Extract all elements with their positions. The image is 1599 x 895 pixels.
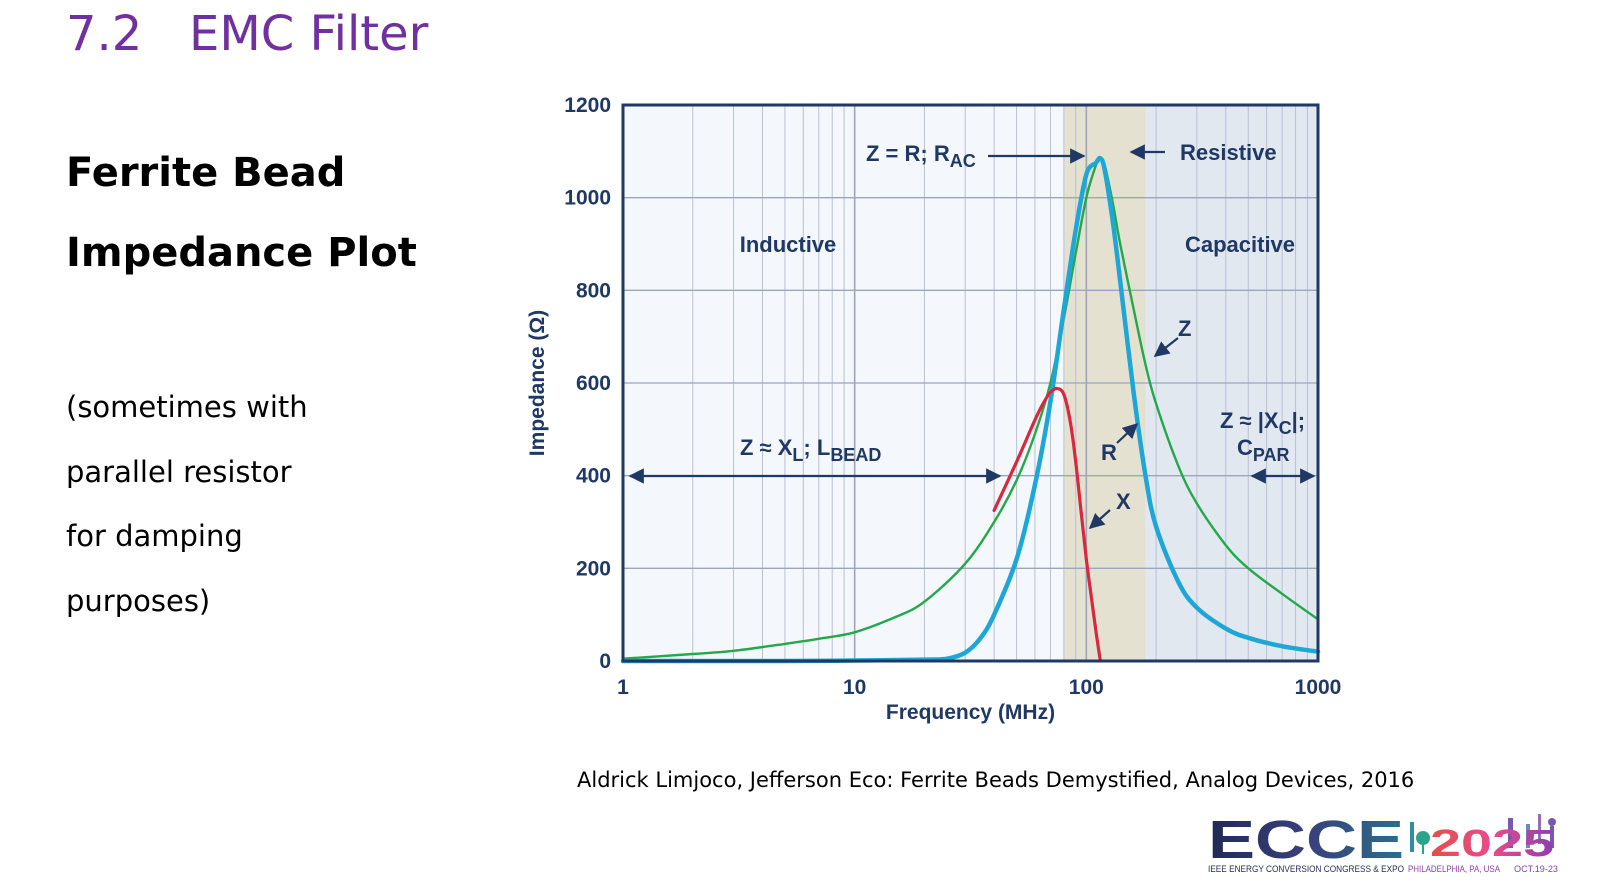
curve-label-x: X	[1116, 489, 1131, 514]
annotation-inductive: Inductive	[740, 232, 837, 257]
x-tick-label: 1	[617, 676, 629, 699]
arrow-curve-r	[1116, 422, 1139, 444]
section-title: EMC Filter	[189, 6, 429, 62]
note-line-2: parallel resistor	[66, 455, 292, 489]
logo-dates: OCT.19-23	[1514, 864, 1558, 874]
x-tick-label: 100	[1069, 676, 1104, 699]
x-tick-label: 1000	[1295, 676, 1342, 699]
x-tick-label: 10	[843, 676, 866, 699]
annotation-z-eq-r: Z = R; RAC	[866, 141, 976, 171]
y-tick-label: 200	[576, 557, 611, 580]
heading-line-2: Impedance Plot	[66, 230, 417, 276]
logo-location: PHILADELPHIA, PA, USA	[1408, 864, 1500, 874]
series-z-line	[621, 157, 1320, 660]
ecce-2025-logo: ECCE 2025 IEEE ENERGY CONVERSION CONGRES…	[1208, 810, 1558, 875]
y-tick-label: 400	[576, 465, 611, 488]
heading-line-1: Ferrite Bead	[66, 150, 346, 196]
annotation-z-xl: Z ≈ XL; LBEAD	[740, 435, 881, 465]
series-r-line	[620, 155, 1321, 664]
impedance-chart: 0 200 400 600 800 1000 1200 1 10 100 1000 Frequency…	[526, 94, 1342, 724]
slide-title: 7.2 EMC Filter	[66, 6, 428, 62]
note-line-3: for damping	[66, 519, 243, 553]
arrow-curve-x	[1088, 509, 1111, 530]
arrow-curve-z	[1153, 337, 1179, 357]
annotation-resistive: Resistive	[1180, 140, 1277, 165]
skyline-icon	[1410, 814, 1556, 854]
section-number: 7.2	[66, 6, 143, 62]
logo-wordmark: ECCE	[1208, 810, 1404, 870]
note-line-1: (sometimes with	[66, 390, 308, 424]
x-axis-label: Frequency (MHz)	[886, 701, 1055, 724]
y-tick-label: 1200	[564, 94, 611, 117]
y-tick-label: 600	[576, 372, 611, 395]
y-tick-label: 800	[576, 279, 611, 302]
annotation-c-par: CPAR	[1237, 435, 1290, 465]
annotation-z-xc: Z ≈ |XC|;	[1220, 408, 1305, 438]
y-tick-label: 1000	[564, 187, 611, 210]
citation: Aldrick Limjoco, Jefferson Eco: Ferrite …	[577, 768, 1415, 792]
y-axis-label: Impedance (Ω)	[526, 310, 549, 456]
curve-label-r: R	[1101, 440, 1117, 465]
logo-tagline: IEEE ENERGY CONVERSION CONGRESS & EXPO	[1208, 864, 1404, 875]
note-line-4: purposes)	[66, 584, 211, 618]
plot-frame	[621, 103, 1320, 663]
curve-label-z: Z	[1178, 316, 1191, 341]
annotation-capacitive: Capacitive	[1185, 232, 1295, 257]
series-x-line	[992, 386, 1102, 663]
y-tick-label: 0	[599, 650, 611, 673]
logo-year: 2025	[1430, 823, 1554, 865]
